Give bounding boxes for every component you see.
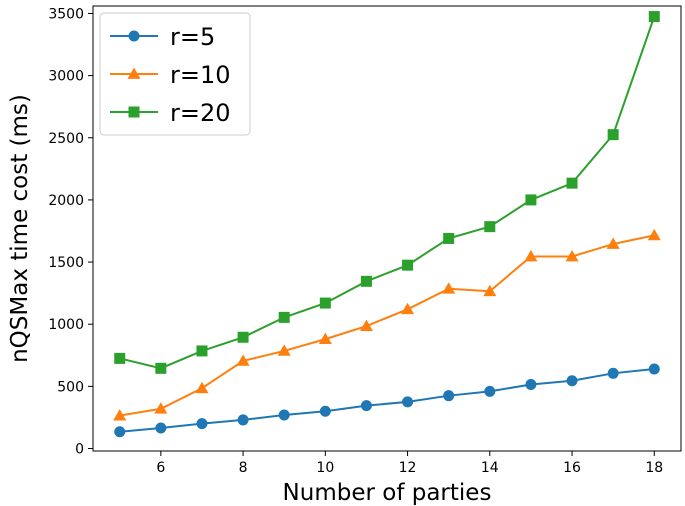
data-point xyxy=(237,414,249,426)
legend-label: r=5 xyxy=(170,23,215,51)
legend-item: r=20 xyxy=(110,99,231,127)
data-point xyxy=(360,275,372,287)
data-point xyxy=(113,409,127,421)
data-point xyxy=(278,409,290,421)
legend: r=5 r=10 r=20 xyxy=(99,12,251,136)
data-point xyxy=(154,402,168,414)
data-point xyxy=(566,375,578,387)
x-tick-label: 16 xyxy=(563,460,581,476)
series-3 xyxy=(114,11,660,374)
plot-frame xyxy=(92,5,682,452)
x-axis: 6 8 10 12 14 16 18 xyxy=(156,451,663,476)
legend-box xyxy=(99,12,251,136)
data-point xyxy=(277,344,291,356)
legend-marker xyxy=(128,106,140,118)
legend-item: r=5 xyxy=(110,23,215,51)
series-1 xyxy=(114,363,660,438)
data-point xyxy=(647,228,661,241)
legend-item: r=10 xyxy=(110,61,231,89)
data-point xyxy=(483,284,497,297)
x-tick-label: 10 xyxy=(316,460,334,476)
x-tick-label: 6 xyxy=(156,460,165,476)
data-point xyxy=(607,129,619,141)
data-point xyxy=(401,302,415,315)
data-point xyxy=(319,297,331,309)
x-tick-label: 18 xyxy=(645,460,663,476)
data-point xyxy=(278,311,290,323)
data-point xyxy=(319,405,331,417)
series-2 xyxy=(113,228,661,421)
data-point xyxy=(525,194,537,206)
data-point xyxy=(566,177,578,189)
y-tick-label: 3000 xyxy=(48,69,84,85)
data-point xyxy=(484,221,496,233)
data-point xyxy=(195,381,209,394)
data-point xyxy=(525,378,537,390)
series-line xyxy=(119,367,655,433)
data-point xyxy=(606,237,620,249)
data-point xyxy=(402,396,414,408)
data-point xyxy=(236,354,250,366)
legend-marker xyxy=(128,30,140,42)
x-tick-label: 14 xyxy=(481,460,499,476)
data-point xyxy=(237,331,249,343)
y-tick-label: 1500 xyxy=(48,255,84,271)
legend-label: r=20 xyxy=(170,99,231,127)
data-point xyxy=(442,282,456,294)
data-point xyxy=(155,422,167,434)
x-tick-label: 8 xyxy=(239,460,248,476)
series-line xyxy=(119,16,656,370)
data-point xyxy=(402,259,414,271)
data-point xyxy=(196,418,208,430)
y-tick-label: 500 xyxy=(57,379,84,395)
data-point xyxy=(359,319,373,331)
data-point xyxy=(648,11,660,23)
y-tick-label: 2500 xyxy=(48,131,84,147)
y-tick-label: 3500 xyxy=(48,6,84,22)
series-layer xyxy=(113,11,661,438)
x-tick-label: 12 xyxy=(399,460,417,476)
data-point xyxy=(484,385,496,397)
data-point xyxy=(114,352,126,364)
data-point xyxy=(155,362,167,374)
legend-marker xyxy=(127,67,141,79)
legend-label: r=10 xyxy=(170,61,231,89)
x-axis-label: Number of parties xyxy=(283,480,492,506)
y-axis-label: nQSMax time cost (ms) xyxy=(7,94,33,363)
data-point xyxy=(318,332,332,345)
y-tick-label: 0 xyxy=(75,442,84,458)
data-point xyxy=(196,345,208,357)
data-point xyxy=(607,367,619,379)
y-tick-label: 2000 xyxy=(48,193,84,209)
data-point xyxy=(114,426,126,438)
series-line xyxy=(119,234,655,417)
data-point xyxy=(648,363,660,375)
data-point xyxy=(524,249,538,262)
data-point xyxy=(443,232,455,244)
y-tick-label: 1000 xyxy=(48,317,84,333)
data-point xyxy=(565,249,579,262)
data-point xyxy=(360,400,372,412)
y-axis: 0 500 1000 1500 2000 2500 3000 3500 xyxy=(48,6,93,458)
data-point xyxy=(443,390,455,402)
